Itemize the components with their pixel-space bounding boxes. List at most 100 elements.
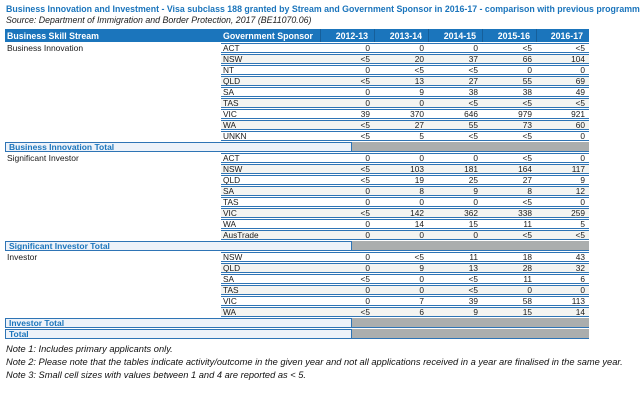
total-row-content: Total (5, 329, 589, 339)
column-header-2015-16: 2015-16 (482, 29, 536, 42)
value-cell: 11 (428, 252, 482, 262)
total-row-label: Significant Investor Total (5, 241, 352, 251)
sponsor-cell: VIC (221, 109, 320, 119)
value-cell: 0 (320, 43, 374, 53)
total-row-content: Business Innovation Total (5, 142, 589, 152)
total-row-label: Investor Total (5, 318, 352, 328)
value-cell: 104 (536, 54, 589, 64)
value-cell: 0 (320, 219, 374, 229)
value-cell: 103 (374, 164, 428, 174)
value-cell: 0 (536, 131, 589, 141)
note-3: Note 3: Small cell sizes with values bet… (6, 370, 306, 380)
value-cell: 0 (536, 197, 589, 207)
sponsor-cell: SA (221, 274, 320, 284)
value-cell: 0 (428, 230, 482, 240)
value-cell: 15 (428, 219, 482, 229)
value-cell: 39 (320, 109, 374, 119)
value-cell: 362 (428, 208, 482, 218)
value-cell: 32 (536, 263, 589, 273)
value-cell: 117 (536, 164, 589, 174)
table-row: VIC <5 142 362 338 259 (5, 208, 589, 218)
value-cell: 0 (482, 65, 536, 75)
value-cell: 15 (482, 307, 536, 317)
total-row-content: Investor Total (5, 318, 589, 328)
value-cell: <5 (320, 76, 374, 86)
value-cell: <5 (428, 65, 482, 75)
sponsor-cell: WA (221, 120, 320, 130)
value-cell: 38 (482, 87, 536, 97)
value-cell: <5 (374, 252, 428, 262)
value-cell: 9 (428, 307, 482, 317)
value-cell: 181 (428, 164, 482, 174)
value-cell: 0 (536, 285, 589, 295)
value-cell: <5 (320, 307, 374, 317)
value-cell: 11 (482, 219, 536, 229)
value-cell: 0 (374, 197, 428, 207)
total-row-investor: Investor Total (5, 318, 589, 328)
value-cell: 73 (482, 120, 536, 130)
value-cell: 338 (482, 208, 536, 218)
total-row-significant-investor: Significant Investor Total (5, 241, 589, 251)
report-page: Business Innovation and Investment - Vis… (5, 4, 640, 382)
value-cell: 25 (428, 175, 482, 185)
value-cell: 8 (374, 186, 428, 196)
note-1: Note 1: Includes primary applicants only… (6, 344, 173, 354)
sponsor-cell: ACT (221, 43, 320, 53)
sponsor-cell: UNKN (221, 131, 320, 141)
sponsor-cell: NSW (221, 252, 320, 262)
table-row: WA 0 14 15 11 5 (5, 219, 589, 229)
value-cell: 0 (320, 263, 374, 273)
value-cell: <5 (536, 43, 589, 53)
table-row: QLD <5 13 27 55 69 (5, 76, 589, 86)
value-cell: 8 (482, 186, 536, 196)
visa-grants-table: Business Skill Stream Government Sponsor… (5, 28, 589, 340)
value-cell: 55 (428, 120, 482, 130)
value-cell: <5 (482, 98, 536, 108)
total-row-cell: Significant Investor Total (5, 241, 589, 251)
value-cell: 69 (536, 76, 589, 86)
total-row-suppressed-values (352, 142, 589, 152)
sponsor-cell: QLD (221, 175, 320, 185)
value-cell: 27 (428, 76, 482, 86)
value-cell: 60 (536, 120, 589, 130)
value-cell: 0 (374, 153, 428, 163)
value-cell: 37 (428, 54, 482, 64)
total-row-business-innovation: Business Innovation Total (5, 142, 589, 152)
value-cell: 0 (374, 285, 428, 295)
total-row-cell: Total (5, 329, 589, 339)
value-cell: 113 (536, 296, 589, 306)
stream-label: Investor (5, 252, 221, 317)
value-cell: 14 (374, 219, 428, 229)
table-row: TAS 0 0 <5 0 0 (5, 285, 589, 295)
column-header-2012-13: 2012-13 (320, 29, 374, 42)
table-row: VIC 39 370 646 979 921 (5, 109, 589, 119)
value-cell: 43 (536, 252, 589, 262)
value-cell: 28 (482, 263, 536, 273)
table-row: TAS 0 0 0 <5 0 (5, 197, 589, 207)
value-cell: 19 (374, 175, 428, 185)
total-row-grand: Total (5, 329, 589, 339)
column-header-2013-14: 2013-14 (374, 29, 428, 42)
value-cell: <5 (428, 285, 482, 295)
notes-section: Note 1: Includes primary applicants only… (6, 343, 635, 382)
value-cell: 58 (482, 296, 536, 306)
table-row: WA <5 6 9 15 14 (5, 307, 589, 317)
value-cell: 0 (320, 197, 374, 207)
table-row: QLD 0 9 13 28 32 (5, 263, 589, 273)
total-row-suppressed-values (352, 318, 589, 328)
value-cell: <5 (428, 131, 482, 141)
table-row: Business Innovation ACT 0 0 0 <5 <5 (5, 43, 589, 141)
value-cell: 20 (374, 54, 428, 64)
sponsor-cell: NT (221, 65, 320, 75)
sponsor-cell: SA (221, 186, 320, 196)
value-cell: 979 (482, 109, 536, 119)
table-row: Investor NSW 0 <5 11 18 43 (5, 252, 589, 317)
value-cell: <5 (374, 65, 428, 75)
value-cell: 9 (428, 186, 482, 196)
value-cell: 0 (428, 197, 482, 207)
value-cell: 259 (536, 208, 589, 218)
table-row: SA 0 8 9 8 12 (5, 186, 589, 196)
value-cell: <5 (428, 98, 482, 108)
sponsor-cell: AusTrade (221, 230, 320, 240)
value-cell: <5 (320, 274, 374, 284)
